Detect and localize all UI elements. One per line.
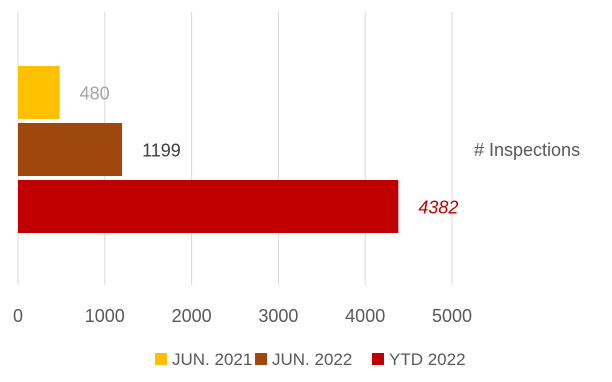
gridlines xyxy=(17,12,453,285)
data-labels: 480 1199 4382 xyxy=(80,84,459,218)
bar-ytd-2022 xyxy=(18,180,399,233)
bars xyxy=(18,66,399,233)
data-label-jun-2021: 480 xyxy=(80,84,110,104)
legend-swatch-1 xyxy=(255,353,267,365)
legend-label-2: YTD 2022 xyxy=(389,350,466,369)
x-tick-label-1: 1000 xyxy=(85,306,125,326)
x-tick-label-0: 0 xyxy=(13,306,23,326)
data-label-ytd-2022: 4382 xyxy=(418,198,458,218)
bar-jun-2022 xyxy=(18,123,123,176)
x-tick-label-5: 5000 xyxy=(432,306,472,326)
x-tick-label-4: 4000 xyxy=(345,306,385,326)
bar-jun-2021 xyxy=(18,66,60,119)
legend-swatch-0 xyxy=(155,353,167,365)
legend-label-1: JUN. 2022 xyxy=(272,350,352,369)
data-label-jun-2022: 1199 xyxy=(142,141,181,161)
x-axis-ticks: 0 1000 2000 3000 4000 5000 xyxy=(13,306,472,326)
legend: JUN. 2021 JUN. 2022 YTD 2022 xyxy=(155,350,466,369)
legend-swatch-2 xyxy=(372,353,384,365)
legend-label-0: JUN. 2021 xyxy=(172,350,252,369)
category-label: # Inspections xyxy=(474,140,580,160)
x-tick-label-2: 2000 xyxy=(172,306,212,326)
x-tick-label-3: 3000 xyxy=(258,306,298,326)
